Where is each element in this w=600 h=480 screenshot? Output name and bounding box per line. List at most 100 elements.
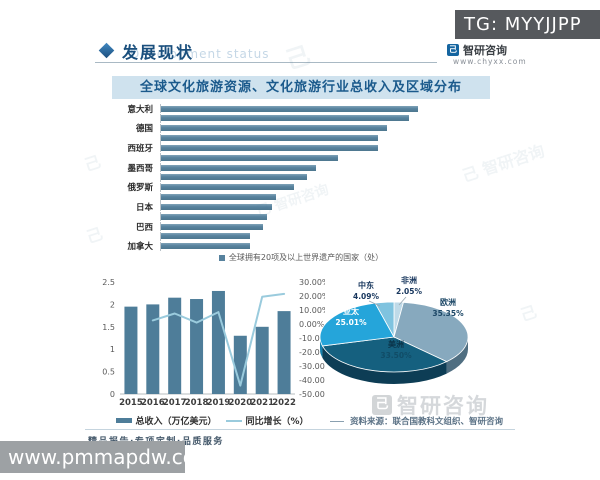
line-swatch-icon <box>226 419 243 422</box>
heritage-bar-row: 巴西 <box>95 222 507 233</box>
country-label: 俄罗斯 <box>127 183 153 194</box>
bar-track <box>160 133 507 143</box>
heritage-bar-row: 意大利 <box>95 104 507 115</box>
right-axis-tick: 0.00% <box>299 320 325 329</box>
bar-track <box>160 192 507 202</box>
heritage-bar <box>161 115 409 122</box>
pie-value-美洲: 33.50% <box>380 351 412 360</box>
source-dash <box>330 420 344 422</box>
bar-track <box>160 231 507 241</box>
heritage-bar-row <box>95 153 507 163</box>
pie-slice-亚太 <box>319 302 395 347</box>
watermark-logo-icon: 己 <box>372 395 392 415</box>
left-axis-tick: 1 <box>110 345 115 354</box>
pie-label-中东: 中东 <box>358 280 374 290</box>
revenue-combo-chart: 2.5 2 1.5 1 0.5 0 30.00% 20.00% 10.00% 0.00% -10.0… <box>102 278 325 408</box>
brand-logo: 己 智研咨询 <box>447 42 507 58</box>
country-label: 日本 <box>135 202 153 213</box>
heritage-bar <box>161 233 250 240</box>
heritage-bar-row <box>95 113 507 123</box>
pie-slice-美洲 <box>321 336 448 373</box>
legend-item-revenue: 总收入（万亿美元） <box>116 414 216 427</box>
revenue-bar <box>124 306 138 394</box>
heritage-bar <box>161 154 338 161</box>
year-label: 2022 <box>272 398 296 408</box>
right-axis-tick: -30.00% <box>299 362 325 371</box>
heritage-chart-caption-text: 全球拥有20项及以上世界遗产的国家（处） <box>228 253 384 262</box>
heritage-bar <box>161 174 307 181</box>
chart-card-title: 全球文化旅游资源、文化旅游行业总收入及区域分布 <box>112 76 490 99</box>
year-label: 2018 <box>185 398 209 408</box>
heritage-bar <box>161 194 276 201</box>
pie-value-中东: 4.09% <box>353 292 380 301</box>
left-axis-tick: 1.5 <box>102 323 115 332</box>
watermark-logo: 己 智研咨询 <box>372 390 489 420</box>
revenue-bar <box>211 290 225 394</box>
watermark-logo-text: 智研咨询 <box>397 394 489 418</box>
bar-track <box>160 113 507 123</box>
pie-value-亚太: 25.01% <box>335 318 367 327</box>
region-pie-chart: 非洲 2.05% 欧洲 35.35% 美洲 33.50% 亚太 25.01% 中东 4.09% <box>319 275 469 384</box>
bar-track <box>160 143 507 153</box>
header-divider <box>95 62 437 63</box>
right-axis-tick: -10.00% <box>299 334 325 343</box>
legend-label-growth: 同比增长（%） <box>245 417 309 427</box>
year-label: 2020 <box>228 398 252 408</box>
bar-track <box>160 123 507 133</box>
pie-label-美洲: 美洲 <box>388 339 404 349</box>
heritage-bar-row <box>95 192 507 202</box>
right-axis-tick: 20.00% <box>299 292 325 301</box>
bar-track <box>160 172 507 182</box>
bar-track <box>160 222 507 232</box>
heritage-bar-row <box>95 212 507 222</box>
bar-track <box>160 104 507 113</box>
bar-track <box>160 212 507 222</box>
revenue-bar <box>146 304 160 394</box>
right-axis-tick: -50.00% <box>299 390 325 399</box>
heritage-bar <box>161 213 267 220</box>
footer-divider <box>85 429 515 430</box>
heritage-bar-row: 俄罗斯 <box>95 182 507 194</box>
heritage-chart-caption: 全球拥有20项及以上世界遗产的国家（处） <box>95 252 507 263</box>
heritage-bar <box>161 223 263 230</box>
brand-name: 智研咨询 <box>463 44 507 57</box>
combo-legend: 总收入（万亿美元） 同比增长（%） <box>95 414 330 427</box>
pie-label-非洲: 非洲 <box>401 275 417 285</box>
site-banner: www.pmmapdw.com <box>0 441 215 473</box>
heritage-bar-row <box>95 231 507 241</box>
country-label: 西班牙 <box>127 143 153 154</box>
right-axis-tick: -20.00% <box>299 348 325 357</box>
revenue-bar <box>277 311 291 394</box>
legend-item-growth: 同比增长（%） <box>226 414 309 427</box>
bar-track <box>160 182 507 192</box>
brand-url: www.chyxx.com <box>453 57 527 66</box>
pie-label-亚太: 亚太 <box>343 306 360 316</box>
revenue-bar <box>168 297 182 394</box>
revenue-bar <box>255 326 269 394</box>
right-axis-tick: 30.00% <box>299 278 325 287</box>
heritage-bar <box>161 203 272 210</box>
section-title: 发展现状 <box>122 43 195 62</box>
pie-value-欧洲: 35.35% <box>432 309 464 318</box>
bar-track <box>160 163 507 173</box>
watermark: 己 <box>282 40 314 75</box>
year-label: 2016 <box>141 398 165 408</box>
heritage-bar-row: 德国 <box>95 123 507 134</box>
tg-badge: TG: MYYJJPP <box>455 10 600 39</box>
left-axis-tick: 0.5 <box>102 368 115 377</box>
growth-line <box>151 292 286 387</box>
revenue-bar <box>190 299 204 394</box>
bar-swatch-icon <box>116 418 133 423</box>
pie-value-非洲: 2.05% <box>396 287 423 296</box>
source-note: 资料来源：联合国教科文组织、智研咨询 <box>330 415 503 427</box>
heritage-bar-row: 日本 <box>95 202 507 213</box>
year-label: 2017 <box>163 398 187 408</box>
pie-label-欧洲: 欧洲 <box>440 297 456 307</box>
left-axis-tick: 2.5 <box>102 278 115 287</box>
heritage-bar <box>161 135 378 142</box>
leader-line <box>398 296 407 306</box>
heritage-bar-row: 加拿大 <box>95 241 507 252</box>
heritage-bar-chart: 意大利 德国 西班牙 墨西哥 俄罗斯 日本 巴西 加拿大 <box>95 104 507 252</box>
heritage-bar <box>161 184 294 191</box>
